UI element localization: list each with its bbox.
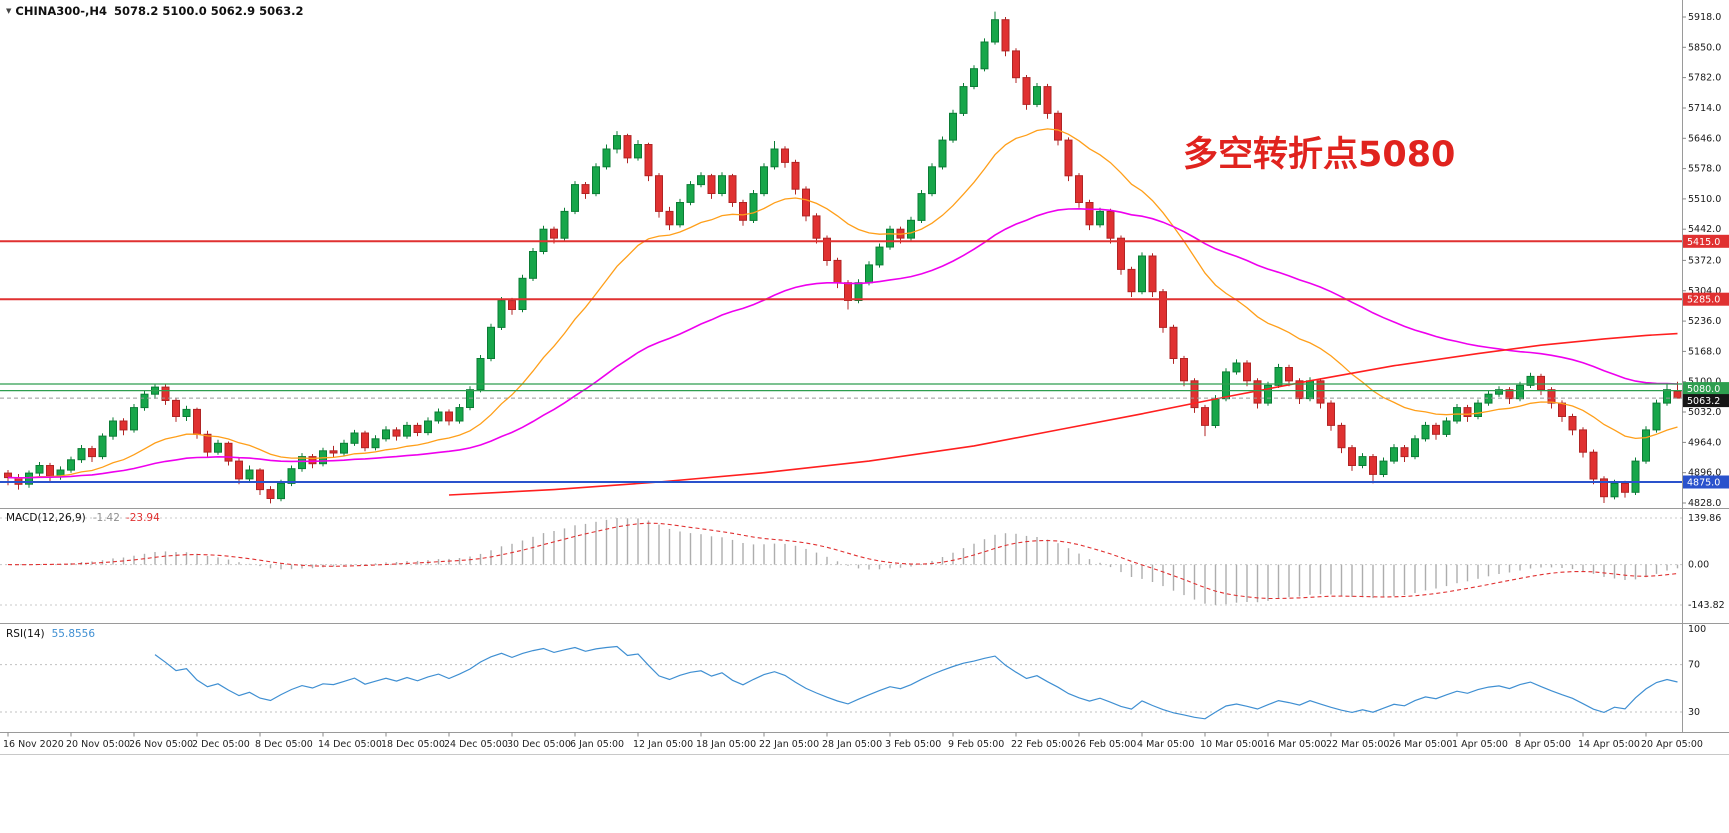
svg-text:4 Mar 05:00: 4 Mar 05:00 [1137,739,1194,750]
svg-text:5304.0: 5304.0 [1688,286,1721,297]
svg-text:5080.0: 5080.0 [1687,384,1720,395]
price-tag: 5063.2 [1683,394,1729,407]
svg-text:5850.0: 5850.0 [1688,42,1721,53]
ma-mid-line[interactable] [7,207,1678,479]
svg-text:3 Feb 05:00: 3 Feb 05:00 [885,739,941,750]
macd-signal-value: -23.94 [125,512,160,524]
rsi-value: 55.8556 [51,628,96,640]
svg-text:16 Nov 2020: 16 Nov 2020 [3,739,64,750]
svg-text:26 Nov 05:00: 26 Nov 05:00 [129,739,193,750]
price-tag: 5285.0 [1683,292,1729,306]
svg-text:139.86: 139.86 [1688,513,1721,524]
svg-text:26 Feb 05:00: 26 Feb 05:00 [1074,739,1136,750]
svg-text:14 Apr 05:00: 14 Apr 05:00 [1578,739,1640,750]
svg-text:5285.0: 5285.0 [1687,295,1720,306]
symbol-marker-icon: ▼ [6,7,12,15]
svg-text:5442.0: 5442.0 [1688,224,1721,235]
svg-text:26 Mar 05:00: 26 Mar 05:00 [1389,739,1452,750]
chart-symbol-period: CHINA300-,H4 [15,4,108,18]
svg-text:4964.0: 4964.0 [1688,437,1721,448]
svg-text:5063.2: 5063.2 [1687,396,1720,407]
svg-text:14 Dec 05:00: 14 Dec 05:00 [318,739,382,750]
rsi-line[interactable] [154,645,1678,720]
svg-text:22 Jan 05:00: 22 Jan 05:00 [759,739,819,750]
ma-fast-line[interactable] [7,128,1678,479]
chart-ohlc-values: 5078.2 5100.0 5062.9 5063.2 [114,4,304,18]
macd-main-value: -1.42 [92,512,120,524]
svg-text:20 Nov 05:00: 20 Nov 05:00 [66,739,130,750]
macd-signal-line[interactable] [7,522,1678,600]
chart-title: ▼ CHINA300-,H4 5078.2 5100.0 5062.9 5063.2 [6,4,304,18]
price-axis[interactable]: 5918.0 5850.0 5782.0 5714.0 5646.0 5578.0 5510… [1682,12,1721,509]
annotation-text[interactable]: 多空转折点5080 [1183,135,1456,175]
svg-text:30 Dec 05:00: 30 Dec 05:00 [507,739,571,750]
candles-layer[interactable] [4,11,1682,504]
svg-text:5646.0: 5646.0 [1688,133,1721,144]
price-tag: 5080.0 [1683,382,1729,395]
svg-text:4875.0: 4875.0 [1687,478,1720,489]
svg-text:24 Dec 05:00: 24 Dec 05:00 [444,739,508,750]
svg-text:18 Dec 05:00: 18 Dec 05:00 [381,739,445,750]
svg-text:4828.0: 4828.0 [1688,498,1721,509]
svg-text:28 Jan 05:00: 28 Jan 05:00 [822,739,882,750]
price-tag: 5415.0 [1683,234,1729,248]
svg-text:20 Apr 05:00: 20 Apr 05:00 [1641,739,1703,750]
svg-text:5714.0: 5714.0 [1688,103,1721,114]
svg-text:5510.0: 5510.0 [1688,194,1721,205]
svg-text:6 Jan 05:00: 6 Jan 05:00 [570,739,624,750]
macd-indicator-label: MACD(12,26,9) -1.42 -23.94 [6,512,160,524]
svg-text:22 Mar 05:00: 22 Mar 05:00 [1326,739,1389,750]
svg-text:1 Apr 05:00: 1 Apr 05:00 [1452,739,1508,750]
rsi-name: RSI(14) [6,628,45,640]
macd-histogram[interactable] [8,518,1679,605]
svg-text:5372.0: 5372.0 [1688,255,1721,266]
svg-text:18 Jan 05:00: 18 Jan 05:00 [696,739,756,750]
macd-name: MACD(12,26,9) [6,512,86,524]
svg-text:0.00: 0.00 [1688,560,1709,571]
svg-text:5918.0: 5918.0 [1688,12,1721,23]
macd-axis[interactable]: 139.86 0.00 -143.82 [1688,513,1725,611]
svg-text:5168.0: 5168.0 [1688,346,1721,357]
svg-text:5236.0: 5236.0 [1688,316,1721,327]
svg-text:5578.0: 5578.0 [1688,164,1721,175]
svg-text:8 Dec 05:00: 8 Dec 05:00 [255,739,313,750]
svg-text:9 Feb 05:00: 9 Feb 05:00 [948,739,1004,750]
svg-text:70: 70 [1688,660,1700,671]
rsi-indicator-label: RSI(14) 55.8556 [6,628,95,640]
svg-text:5782.0: 5782.0 [1688,73,1721,84]
svg-text:4896.0: 4896.0 [1688,468,1721,479]
ma-slow-line[interactable] [448,332,1678,496]
svg-text:10 Mar 05:00: 10 Mar 05:00 [1200,739,1263,750]
svg-text:22 Feb 05:00: 22 Feb 05:00 [1011,739,1073,750]
svg-text:30: 30 [1688,707,1700,718]
svg-text:12 Jan 05:00: 12 Jan 05:00 [633,739,693,750]
svg-text:5415.0: 5415.0 [1687,237,1720,248]
svg-text:8 Apr 05:00: 8 Apr 05:00 [1515,739,1571,750]
rsi-axis[interactable]: 100 70 30 [1688,624,1706,718]
price-tag: 4875.0 [1683,475,1729,489]
svg-text:-143.82: -143.82 [1688,600,1725,611]
svg-text:2 Dec 05:00: 2 Dec 05:00 [192,739,250,750]
svg-text:100: 100 [1688,624,1706,635]
svg-text:16 Mar 05:00: 16 Mar 05:00 [1263,739,1326,750]
svg-text:5032.0: 5032.0 [1688,407,1721,418]
